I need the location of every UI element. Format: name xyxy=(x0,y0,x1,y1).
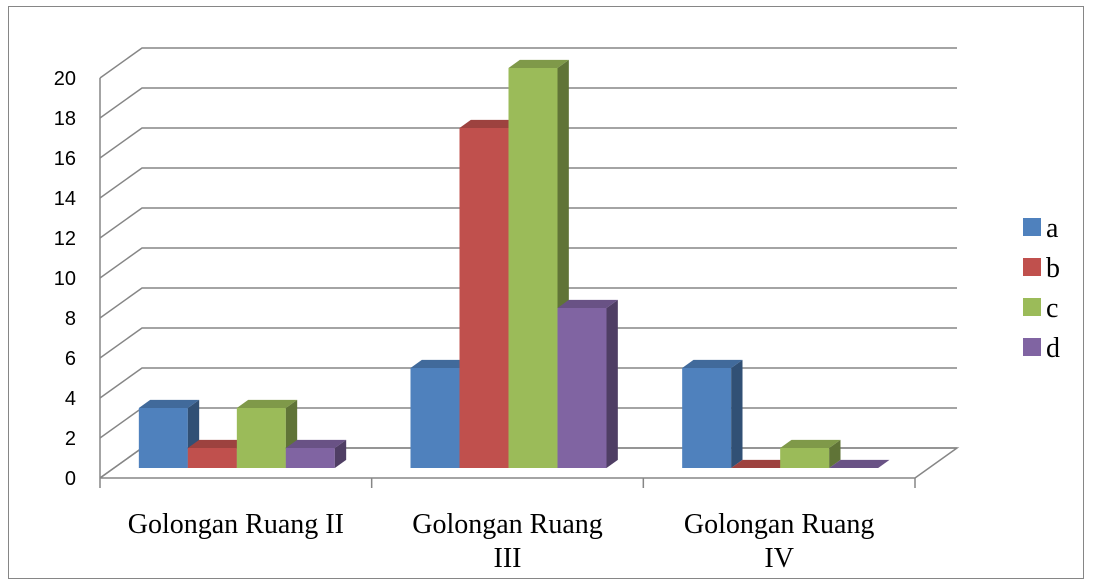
gridline xyxy=(99,87,957,119)
gridline xyxy=(99,207,957,239)
gridline xyxy=(99,327,957,359)
legend-swatch xyxy=(1023,218,1041,236)
bar-front-face xyxy=(459,128,509,468)
bar-top-face xyxy=(410,359,471,368)
bar-top-face xyxy=(138,399,200,408)
bar-d-1 xyxy=(557,299,618,468)
legend-label: b xyxy=(1046,253,1060,284)
legend-label: a xyxy=(1046,213,1059,244)
y-tick-label: 10 xyxy=(54,268,76,290)
bar-top-face xyxy=(187,439,249,448)
bar-side-face xyxy=(731,359,743,468)
x-axis-category-labels: Golongan Ruang II Golongan Ruang IIIGolong… xyxy=(99,478,916,574)
legend-item-d: d xyxy=(1023,333,1060,364)
gridline xyxy=(99,247,957,279)
y-tick-label: 14 xyxy=(54,188,76,210)
bar-front-face xyxy=(508,68,558,468)
bar-top-face xyxy=(236,399,298,408)
y-tick-label: 12 xyxy=(54,228,76,250)
legend-item-c: c xyxy=(1023,293,1058,324)
bar-top-face xyxy=(682,359,743,368)
legend-swatch xyxy=(1023,298,1041,316)
x-category-label: Golongan Ruang II xyxy=(128,509,344,540)
y-axis-tick-labels: 0 2 4 6 8 10 12 14 16 18 20 xyxy=(54,68,76,490)
bar-side-face xyxy=(606,299,618,468)
bar-d-0 xyxy=(285,439,347,468)
y-tick-label: 6 xyxy=(65,348,76,370)
gridline xyxy=(99,127,957,159)
bar-front-face xyxy=(187,448,237,468)
bar-a-2 xyxy=(682,359,743,468)
x-category-label-line: Golongan Ruang xyxy=(684,509,875,540)
bar-top-face xyxy=(557,299,618,308)
bar-front-face xyxy=(138,408,188,468)
bar-d-2 xyxy=(829,459,890,468)
bar-front-face xyxy=(780,448,830,468)
bar-b-1 xyxy=(459,119,520,469)
bar-top-face xyxy=(508,59,569,68)
gridline xyxy=(99,47,957,79)
legend-item-b: b xyxy=(1023,253,1060,284)
bar-side-face xyxy=(334,439,347,468)
bar-c-0 xyxy=(236,399,298,468)
bar-top-face xyxy=(459,119,520,128)
x-category-label-line: IV xyxy=(764,543,794,574)
legend-item-a: a xyxy=(1023,213,1059,244)
bar-top-face xyxy=(285,439,347,448)
bar-front-face xyxy=(682,368,732,468)
bar-front-face xyxy=(557,308,607,468)
bar-b-2 xyxy=(731,459,792,468)
y-tick-label: 2 xyxy=(65,428,76,450)
x-category-label-line: Golongan Ruang II xyxy=(128,509,344,540)
x-category-label-line: III xyxy=(494,543,522,574)
gridlines xyxy=(99,47,957,479)
legend-label: d xyxy=(1046,333,1060,364)
bar-top-face xyxy=(829,459,890,468)
bar-top-face xyxy=(780,439,841,448)
bar-front-face xyxy=(285,448,335,468)
bar-c-2 xyxy=(780,439,841,468)
x-category-label: Golongan Ruang III xyxy=(412,509,603,574)
gridline xyxy=(99,287,957,319)
legend-swatch xyxy=(1023,258,1041,276)
x-category-label-line: Golongan Ruang xyxy=(412,509,603,540)
y-tick-label: 18 xyxy=(54,108,76,130)
gridline xyxy=(99,167,957,199)
y-tick-label: 0 xyxy=(65,468,76,490)
bar-side-face xyxy=(829,439,841,468)
y-tick-label: 4 xyxy=(65,388,76,410)
bar-top-face xyxy=(731,459,792,468)
bars xyxy=(138,59,890,469)
legend-swatch xyxy=(1023,338,1041,356)
y-tick-label: 20 xyxy=(54,68,76,90)
x-category-label: Golongan Ruang IV xyxy=(684,509,875,574)
y-tick-label: 16 xyxy=(54,148,76,170)
legend-label: c xyxy=(1046,293,1058,324)
bar-front-face xyxy=(236,408,286,468)
bar-front-face xyxy=(410,368,460,468)
y-tick-label: 8 xyxy=(65,308,76,330)
